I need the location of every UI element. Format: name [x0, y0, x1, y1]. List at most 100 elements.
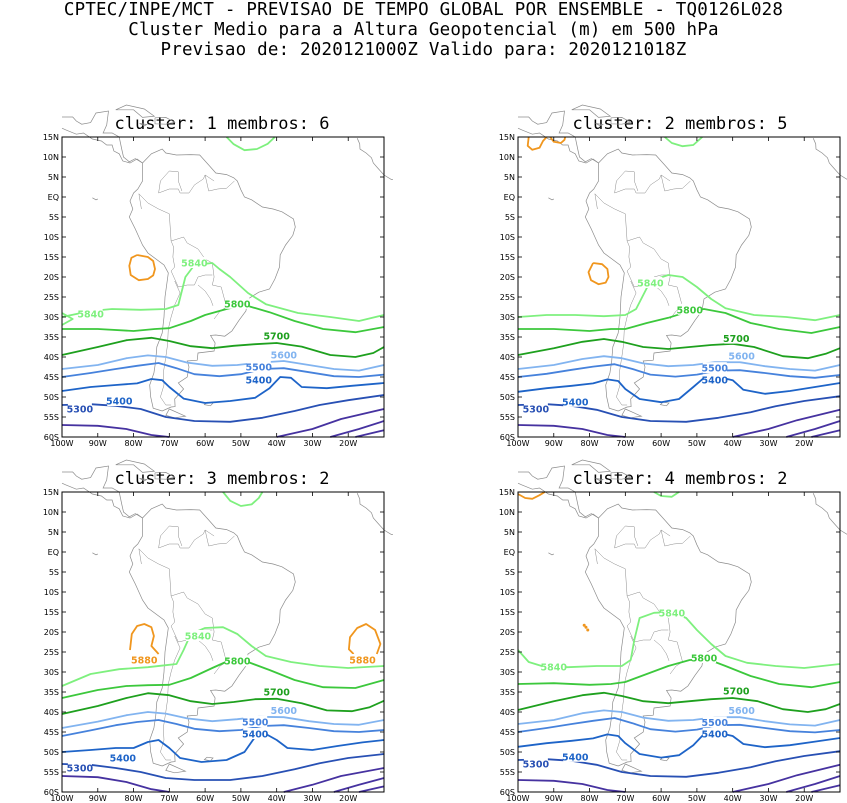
- contour-line-5800: [62, 304, 385, 334]
- jamaica-coast: [595, 123, 604, 127]
- contour-5880-fragment: [582, 623, 586, 627]
- contour-label-bg: [659, 606, 684, 618]
- country-border: [614, 529, 671, 549]
- lat-tick-label: 5N: [504, 173, 515, 182]
- lon-tick-label: 30W: [303, 794, 321, 803]
- lat-tick-label: 35S: [500, 333, 515, 342]
- contour-label-bg: [185, 630, 210, 641]
- contour-label-bg: [702, 362, 727, 374]
- contour-line-5100: [330, 420, 385, 438]
- lat-tick-label: 30S: [500, 668, 515, 677]
- lat-tick-label: 5N: [504, 528, 515, 537]
- contour-label-bg: [67, 762, 92, 773]
- contour-label: 5300: [67, 405, 94, 416]
- contour-line-5200: [276, 408, 385, 438]
- lat-tick-label: 15N: [499, 133, 515, 142]
- contour-label-bg: [264, 686, 289, 697]
- cuba-coast: [115, 104, 156, 118]
- contour-label: 5700: [723, 334, 750, 345]
- country-border: [614, 174, 671, 194]
- country-border: [197, 284, 214, 306]
- lat-tick-label: 5N: [48, 173, 59, 182]
- contour-label: 5500: [246, 363, 273, 374]
- lon-tick-label: 40W: [268, 794, 286, 803]
- contour-line-5840: [61, 312, 74, 326]
- contour-label: 5880: [349, 656, 376, 667]
- contour-line-5700: [61, 692, 385, 715]
- lon-tick-label: 70W: [160, 794, 178, 803]
- country-border: [614, 170, 639, 194]
- lat-tick-label: 60S: [44, 788, 59, 797]
- country-border: [138, 548, 149, 565]
- country-border: [626, 240, 669, 288]
- geopotential-contours: [61, 491, 385, 793]
- country-border: [170, 240, 213, 288]
- contour-line-5880: [517, 491, 546, 500]
- lat-tick-label: 50S: [44, 393, 59, 402]
- contour-label-bg: [107, 395, 132, 406]
- map-frame: [517, 136, 841, 438]
- contour-label: 5840: [181, 259, 208, 270]
- lat-tick-label: 40S: [500, 708, 515, 717]
- contour-label: 5800: [224, 299, 251, 310]
- contour-label-bg: [132, 654, 157, 665]
- lon-tick-label: 30W: [759, 439, 777, 448]
- contour-label-bg: [702, 716, 727, 728]
- contour-label-bg: [563, 395, 588, 407]
- contour-5880-fragment: [586, 628, 590, 632]
- geopotential-contours: [61, 136, 385, 438]
- contour-label-bg: [67, 403, 92, 414]
- contour-line-5200: [61, 775, 170, 793]
- country-border: [626, 595, 669, 643]
- lat-tick-label: 35S: [44, 688, 59, 697]
- contour-label: 5300: [523, 405, 550, 416]
- tierra-del-fuego: [621, 408, 643, 419]
- hispaniola-coast: [154, 117, 176, 125]
- jamaica-coast: [139, 478, 148, 482]
- contour-line-5400: [61, 733, 385, 763]
- contour-label: 5800: [691, 654, 718, 665]
- lon-tick-label: 60W: [196, 794, 214, 803]
- cuba-coast: [571, 104, 612, 118]
- lat-tick-label: 60S: [44, 433, 59, 442]
- axis-ticks: 15N 10N 5N EQ 5S 10S 15S 20S 25S 30S 35S 40S 45S 50S 5…: [43, 488, 384, 803]
- contour-line-: [222, 491, 264, 507]
- country-border: [603, 202, 683, 320]
- lat-tick-label: 45S: [500, 728, 515, 737]
- panel-3-title: cluster: 3 membros: 2: [114, 469, 330, 489]
- contour-line-5000: [811, 429, 841, 438]
- lat-tick-label: 60S: [500, 788, 515, 797]
- lat-tick-label: 30S: [44, 668, 59, 677]
- contour-label: 5840: [659, 608, 686, 619]
- contour-line-5500: [61, 362, 385, 378]
- contour-line-5840: [61, 626, 385, 687]
- contour-line-5200: [732, 763, 841, 793]
- lon-tick-label: 70W: [616, 439, 634, 448]
- contour-line-5000: [358, 785, 385, 793]
- lat-tick-label: 50S: [500, 748, 515, 757]
- central-america-coast: [518, 110, 599, 164]
- contour-label-bg: [110, 752, 135, 763]
- contour-label-bg: [523, 758, 548, 769]
- country-border: [614, 525, 639, 549]
- land-outlines: [517, 104, 847, 419]
- lat-tick-label: 10S: [500, 233, 515, 242]
- central-america-pacific-coast: [61, 482, 143, 519]
- contour-label: 5400: [106, 397, 133, 408]
- contour-line-5880top2: [549, 136, 567, 144]
- contour-line-5200: [517, 424, 626, 438]
- panel-2-title: cluster: 2 membros: 5: [572, 114, 788, 134]
- contour-line-5100: [333, 777, 385, 793]
- contour-label: 5840: [185, 632, 212, 643]
- contour-line-5800: [61, 659, 385, 699]
- country-border: [158, 525, 183, 549]
- contour-label: 5400: [562, 752, 589, 763]
- central-america-coast: [62, 110, 143, 164]
- contour-label: 5840: [77, 309, 104, 320]
- contour-line-5500: [517, 363, 841, 379]
- map-panel-cluster-2: 5840580057005600550054005400530015N10N5N…: [499, 104, 847, 448]
- lat-tick-label: 15S: [500, 608, 515, 617]
- contour-label: 5400: [246, 376, 273, 387]
- contour-line-5880: [129, 623, 160, 655]
- lat-tick-label: 10N: [43, 153, 59, 162]
